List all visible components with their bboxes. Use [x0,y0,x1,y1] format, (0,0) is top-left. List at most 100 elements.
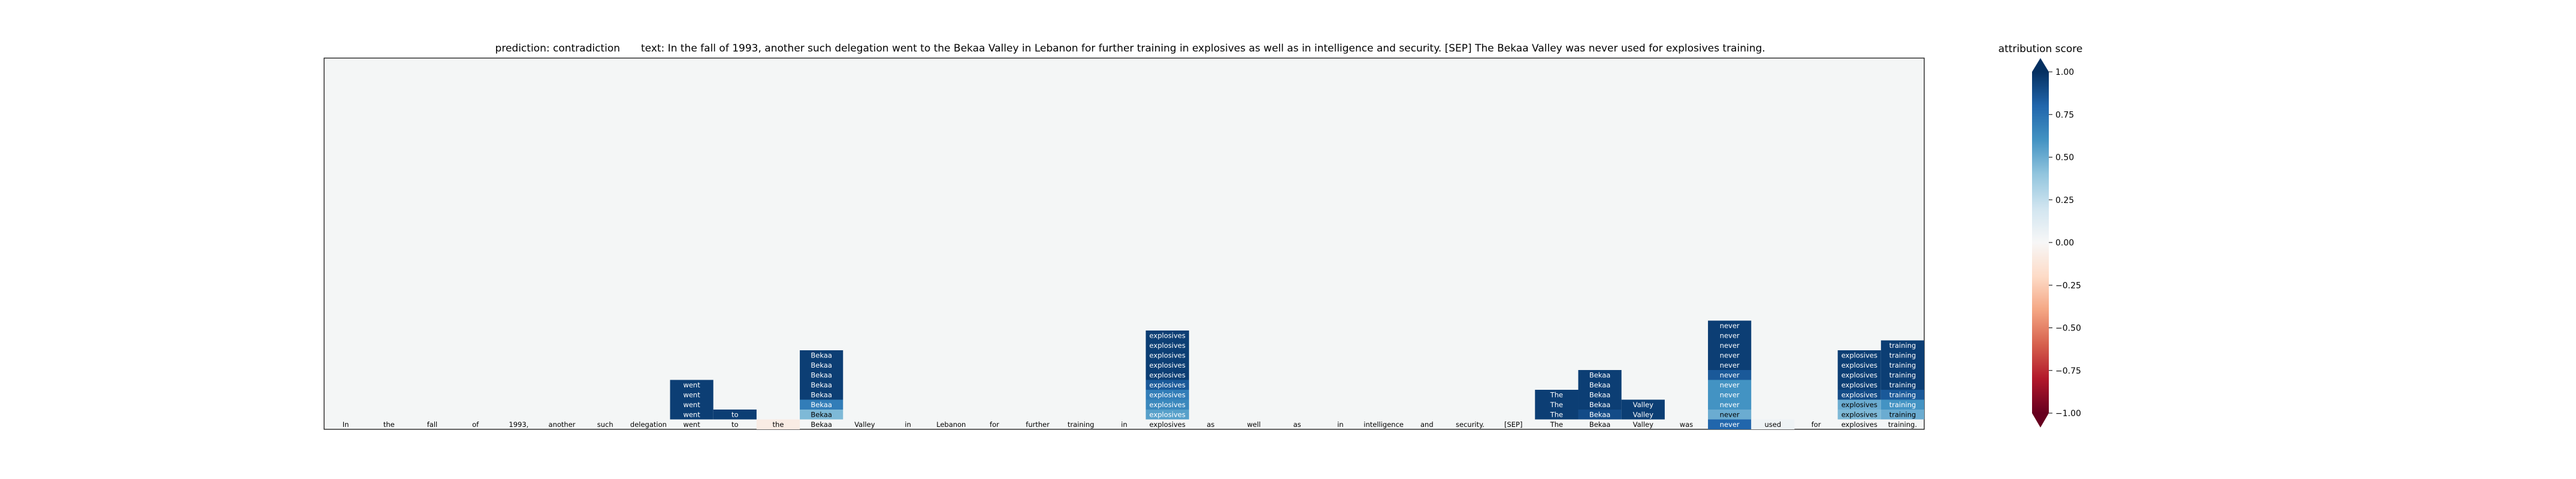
attribution-cell [1621,399,1665,410]
attribution-cell [800,399,843,410]
cell-label: never [1720,381,1740,389]
token-tick-label: Valley [1633,420,1653,429]
cell-label: training [1889,391,1916,399]
token-tick-label: further [1026,420,1050,429]
token-axis: In the fall of 1993, another such delegation wen… [343,420,1917,429]
token-tick-label: Bekaa [1589,420,1611,429]
attribution-cell [1621,410,1665,420]
cell-label: training [1889,351,1916,360]
attribution-cell [1880,340,1924,350]
attribution-cell [1708,331,1752,341]
colorbar-label: attribution score [1998,43,2083,55]
cell-label: never [1720,391,1740,399]
token-tick-label: security. [1456,420,1484,429]
attribution-cell [1880,390,1924,400]
attribution-cell [1708,390,1752,400]
cell-label: never [1720,361,1740,369]
token-tick-label: fall [427,420,438,429]
cell-label: The [1550,411,1563,419]
attribution-cell [1880,410,1924,420]
cell-label: explosives [1842,411,1877,419]
cell-label: training [1889,341,1916,350]
cell-label: The [1550,401,1563,409]
token-tick-label: such [597,420,613,429]
colorbar-tick-label: −0.50 [2055,324,2081,334]
colorbar [2032,58,2049,428]
token-tick-label: The [1550,420,1563,429]
token-tick-label: In [343,420,349,429]
cell-label: went [683,411,700,419]
cell-label: explosives [1842,381,1877,389]
token-tick-label: to [731,420,739,429]
cell-label: explosives [1842,361,1877,369]
chart-title-prediction: prediction: contradiction [495,43,620,54]
attribution-cell [1145,390,1189,400]
cell-label: explosives [1842,401,1877,409]
attribution-cell [1145,410,1189,420]
attribution-cell [800,380,843,390]
colorbar-tick-label: −0.75 [2055,366,2081,376]
cell-label: Bekaa [811,411,832,419]
cell-label: Bekaa [811,351,832,360]
chart-title-text: text: In the fall of 1993, another such … [641,43,1765,54]
token-tick-label: delegation [630,420,667,429]
attribution-cell [1708,360,1752,370]
token-tick-label: Bekaa [811,420,832,429]
cell-label: training [1889,361,1916,369]
token-tick-label: as [1293,420,1301,429]
cell-label: Bekaa [811,381,832,389]
attribution-cell [1145,399,1189,410]
token-tick-label: in [905,420,911,429]
token-tick-label: in [1121,420,1127,429]
cell-label: explosives [1842,371,1877,380]
colorbar-tick-label: 0.75 [2055,110,2074,120]
cell-label: never [1720,371,1740,380]
token-tick-label: training [1068,420,1095,429]
attribution-cell [1880,360,1924,370]
cell-label: training [1889,411,1916,419]
attribution-cell [670,390,713,400]
token-tick-label: another [549,420,576,429]
cell-label: Bekaa [1589,401,1611,409]
attribution-cell [1535,390,1579,400]
attribution-cell [800,360,843,370]
cell-label: Bekaa [1589,411,1611,419]
attribution-cell [1708,410,1752,420]
baseline-cell [1708,419,1752,429]
cell-label: explosives [1150,411,1186,419]
attribution-cell [1145,380,1189,390]
token-tick-label: as [1207,420,1214,429]
attribution-cell [1145,370,1189,380]
cell-label: explosives [1150,371,1186,380]
attribution-cell [1145,350,1189,360]
colorbar-tick-label: 1.00 [2055,68,2074,77]
attribution-cell [1145,340,1189,350]
colorbar-gradient [2032,72,2049,413]
baseline-cell [756,419,800,429]
token-tick-label: for [1812,420,1821,429]
attribution-cell [1708,340,1752,350]
attribution-cell [1535,399,1579,410]
colorbar-tick-label: −1.00 [2055,409,2081,419]
token-tick-label: 1993, [509,420,528,429]
colorbar-ticks: 1.00 0.75 0.50 0.25 0.00 −0.25 −0.50 −0.75 −1.00 [2049,68,2081,419]
cell-label: explosives [1150,401,1186,409]
token-tick-label: the [383,420,395,429]
token-tick-label: explosives [1842,420,1877,429]
attribution-cell [1880,350,1924,360]
attribution-cell [1880,370,1924,380]
attribution-cell [1578,380,1622,390]
attribution-cell [1578,390,1622,400]
colorbar-bottom-extension [2032,413,2049,428]
token-tick-label: for [990,420,999,429]
attribution-cell [1708,380,1752,390]
attribution-cell [1578,399,1622,410]
attribution-cell [1880,399,1924,410]
attribution-cell [1535,410,1579,420]
colorbar-top-extension [2032,58,2049,72]
cell-label: went [683,391,700,399]
token-tick-label: intelligence [1363,420,1404,429]
attribution-cell [713,410,757,420]
